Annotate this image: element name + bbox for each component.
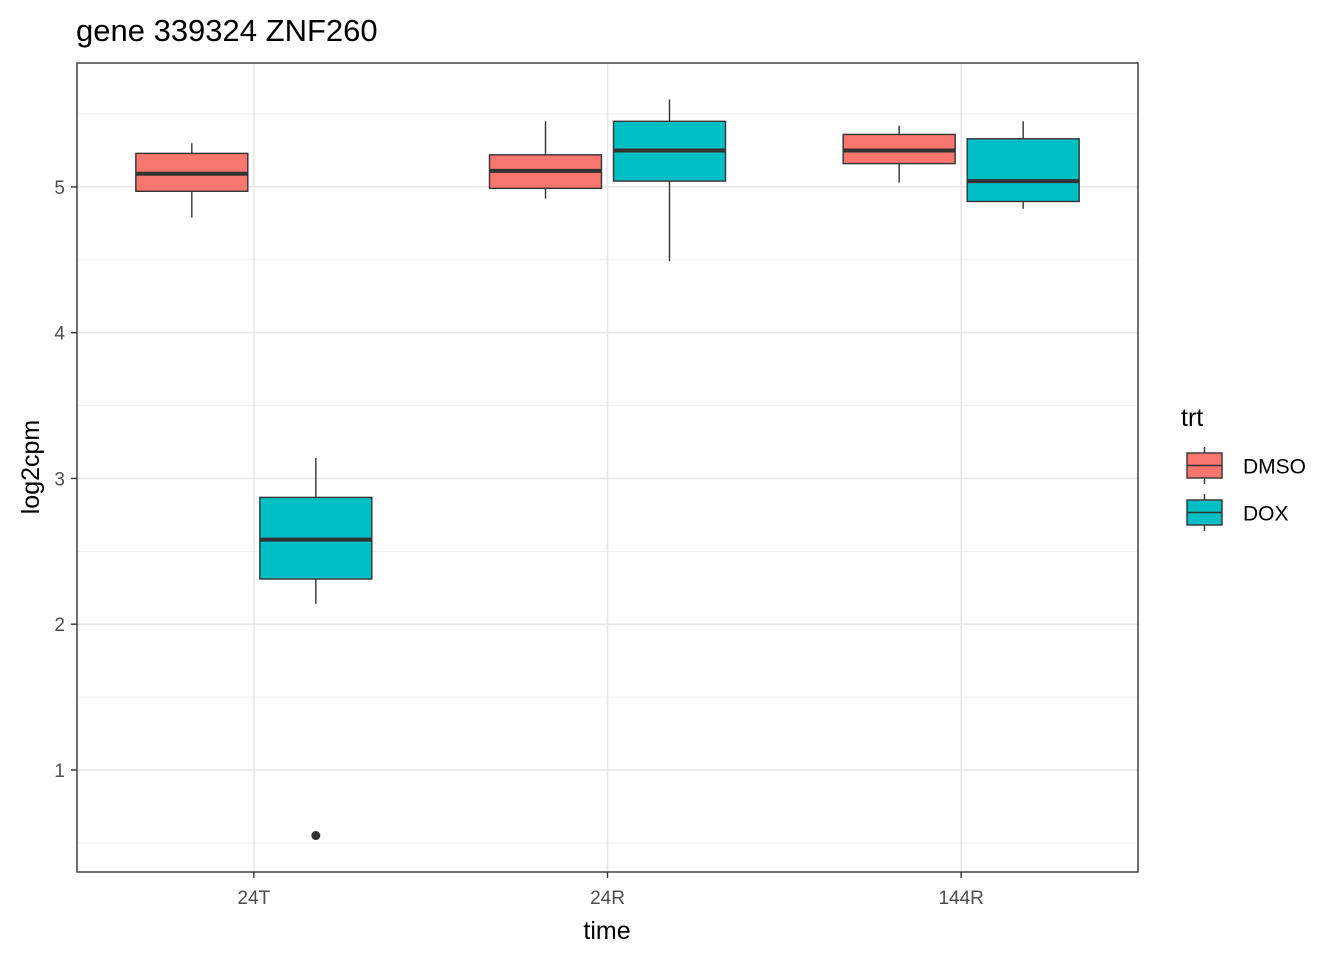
y-axis-title: log2cpm [17,420,45,515]
y-tick-label: 1 [54,761,65,782]
y-tick-label: 2 [54,615,65,636]
y-tick-label: 4 [54,324,65,345]
x-tick-label: 144R [938,888,983,909]
box-dmso-144r [842,125,956,183]
box-dox-24t [259,458,373,841]
legend-title: trt [1181,404,1203,432]
legend-item-dmso: DMSO [1186,447,1306,484]
x-axis-title: time [583,917,630,945]
box-layer [135,99,1080,841]
legend-item-dox: DOX [1186,494,1289,531]
grid-lines [77,63,1138,872]
legend-label: DOX [1243,503,1289,526]
y-tick-label: 5 [54,178,65,199]
legend-label: DMSO [1243,456,1306,479]
y-tick-label: 3 [54,469,65,490]
axes: 1 2 3 4 5 24T 24R 144R [54,178,983,909]
chart-title: gene 339324 ZNF260 [76,13,378,48]
x-tick-label: 24R [590,888,625,909]
box-dmso-24r [488,121,603,199]
box-dox-24r [612,99,727,262]
box-iqr [966,138,1080,203]
box-dox-144r [966,121,1080,209]
box-dmso-24t [135,143,249,218]
legend: trt DMSO DOX [1181,404,1306,531]
x-tick-label: 24T [237,888,270,909]
outlier-point [311,831,321,841]
